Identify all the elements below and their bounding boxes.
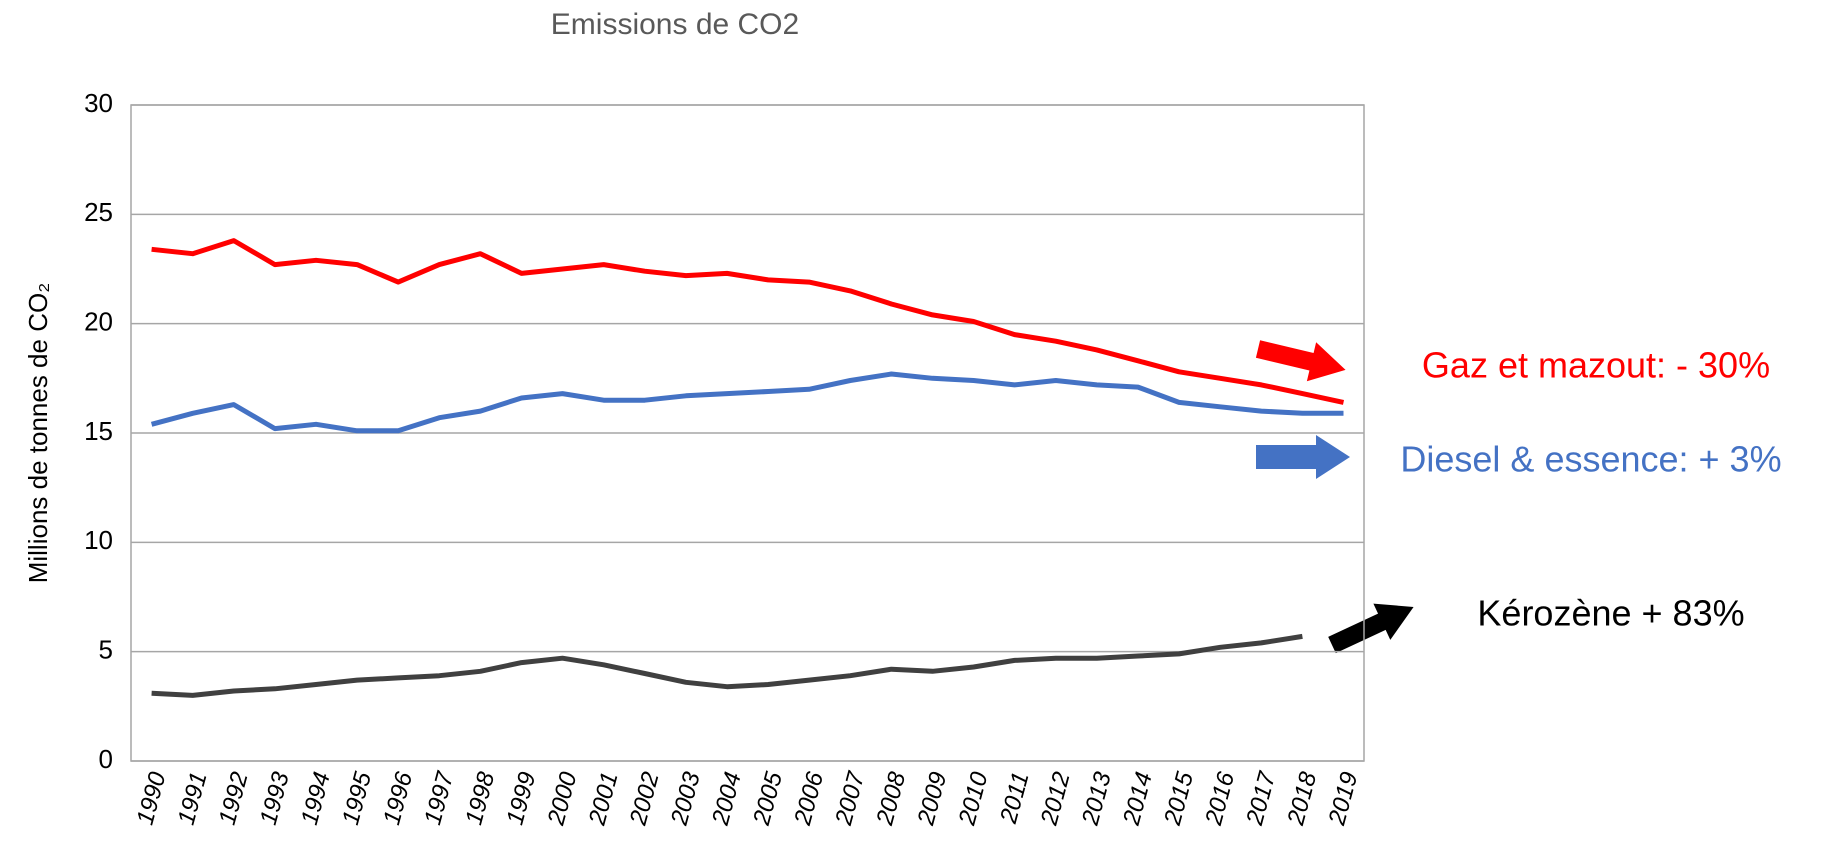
x-tick-label: 2016 — [1200, 769, 1240, 829]
x-tick-label: 1994 — [296, 769, 336, 828]
y-tick-label: 5 — [99, 635, 113, 665]
y-tick-label: 0 — [99, 744, 113, 774]
series-line — [151, 238, 1345, 405]
x-tick-label: 1992 — [214, 769, 254, 828]
y-tick-label: 20 — [84, 307, 113, 337]
x-tick-label: 1993 — [255, 769, 295, 828]
x-tick-label: 2017 — [1241, 768, 1282, 829]
annotation: Gaz et mazout: - 30% — [1422, 345, 1770, 386]
x-tick-label: 2019 — [1323, 769, 1363, 829]
arrow — [1255, 340, 1346, 382]
x-tick-label: 1990 — [132, 769, 172, 828]
x-tick-label: 2012 — [1036, 769, 1076, 829]
y-tick-label: 10 — [84, 525, 113, 555]
y-tick-label: 15 — [84, 416, 113, 446]
x-tick-label: 2000 — [542, 769, 582, 829]
x-tick-label: 1999 — [501, 769, 541, 828]
plot-border — [130, 104, 1365, 762]
x-tick-label: 2009 — [912, 769, 952, 829]
x-tick-label: 1995 — [337, 769, 377, 828]
annotation: Kérozène + 83% — [1477, 593, 1744, 634]
x-tick-label: 1996 — [378, 769, 418, 828]
x-tick-label: 2018 — [1282, 769, 1322, 829]
x-tick-label: 2010 — [953, 769, 993, 829]
x-tick-label: 2002 — [625, 769, 665, 829]
x-tick-label: 1997 — [419, 768, 459, 828]
x-tick-label: 1998 — [460, 769, 500, 828]
x-tick-label: 2011 — [995, 769, 1035, 827]
x-tick-label: 2007 — [830, 768, 871, 829]
x-tick-label: 2013 — [1077, 769, 1117, 829]
y-tick-label: 30 — [84, 88, 113, 118]
x-tick-label: 2005 — [748, 769, 788, 829]
arrow — [1256, 435, 1350, 479]
x-tick-label: 2001 — [583, 769, 623, 829]
x-tick-label: 2006 — [789, 769, 829, 829]
y-tick-label: 25 — [84, 197, 113, 227]
series-line — [151, 633, 1303, 698]
x-tick-label: 2015 — [1159, 769, 1199, 829]
arrow — [1328, 603, 1414, 654]
x-tick-label: 2004 — [707, 769, 747, 829]
x-tick-label: 1991 — [173, 769, 213, 828]
x-tick-label: 2008 — [871, 769, 911, 829]
x-tick-label: 2014 — [1118, 769, 1158, 829]
y-axis-label: Millions de tonnes de CO₂ — [23, 283, 53, 584]
series-line — [150, 371, 1344, 434]
chart-title: Emissions de CO2 — [551, 8, 799, 41]
x-tick-label: 2003 — [666, 769, 706, 829]
annotation: Diesel & essence: + 3% — [1400, 439, 1781, 480]
